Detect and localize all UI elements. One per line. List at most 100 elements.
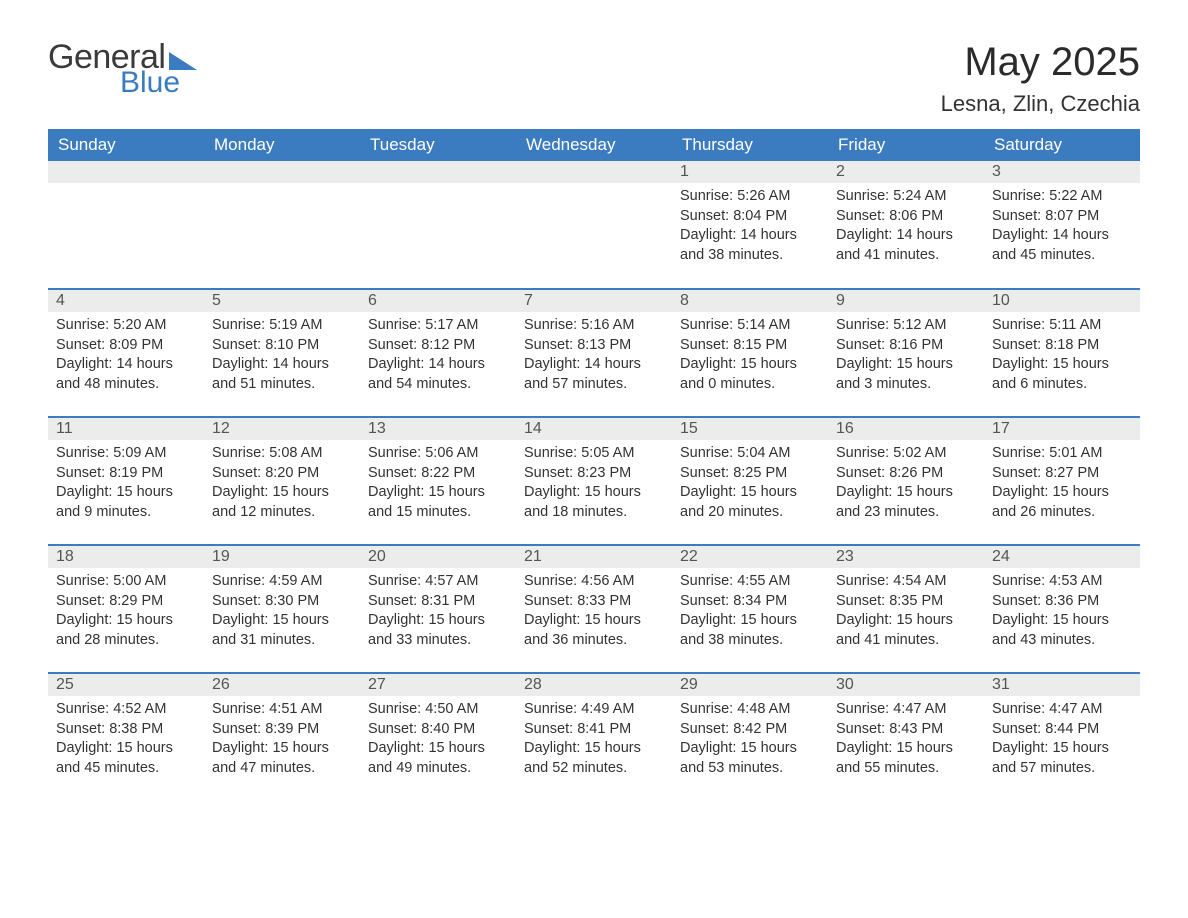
- calendar-cell: 5Sunrise: 5:19 AMSunset: 8:10 PMDaylight…: [204, 289, 360, 417]
- sunset-line: Sunset: 8:41 PM: [524, 720, 664, 740]
- daylight-line: Daylight: 15 hours and 6 minutes.: [992, 355, 1132, 394]
- calendar-cell: 24Sunrise: 4:53 AMSunset: 8:36 PMDayligh…: [984, 545, 1140, 673]
- sunset-line: Sunset: 8:29 PM: [56, 592, 196, 612]
- sunrise-line: Sunrise: 5:22 AM: [992, 187, 1132, 207]
- day-number: 31: [984, 674, 1140, 696]
- daylight-line: Daylight: 15 hours and 41 minutes.: [836, 611, 976, 650]
- sunrise-line: Sunrise: 4:52 AM: [56, 700, 196, 720]
- calendar-cell: 3Sunrise: 5:22 AMSunset: 8:07 PMDaylight…: [984, 161, 1140, 289]
- daylight-line: Daylight: 15 hours and 57 minutes.: [992, 739, 1132, 778]
- calendar-cell: 11Sunrise: 5:09 AMSunset: 8:19 PMDayligh…: [48, 417, 204, 545]
- sunset-line: Sunset: 8:20 PM: [212, 464, 352, 484]
- sunset-line: Sunset: 8:19 PM: [56, 464, 196, 484]
- day-number: 20: [360, 546, 516, 568]
- sunrise-line: Sunrise: 4:55 AM: [680, 572, 820, 592]
- calendar-cell: 15Sunrise: 5:04 AMSunset: 8:25 PMDayligh…: [672, 417, 828, 545]
- calendar-week-row: 18Sunrise: 5:00 AMSunset: 8:29 PMDayligh…: [48, 545, 1140, 673]
- daylight-line: Daylight: 15 hours and 20 minutes.: [680, 483, 820, 522]
- calendar-cell: [48, 161, 204, 289]
- day-number: 16: [828, 418, 984, 440]
- calendar-cell: 21Sunrise: 4:56 AMSunset: 8:33 PMDayligh…: [516, 545, 672, 673]
- calendar-body: 1Sunrise: 5:26 AMSunset: 8:04 PMDaylight…: [48, 161, 1140, 801]
- day-info: Sunrise: 5:06 AMSunset: 8:22 PMDaylight:…: [360, 440, 516, 530]
- sunset-line: Sunset: 8:06 PM: [836, 207, 976, 227]
- sunset-line: Sunset: 8:13 PM: [524, 336, 664, 356]
- weekday-header: Thursday: [672, 129, 828, 161]
- day-info: Sunrise: 4:47 AMSunset: 8:44 PMDaylight:…: [984, 696, 1140, 786]
- calendar-cell: 20Sunrise: 4:57 AMSunset: 8:31 PMDayligh…: [360, 545, 516, 673]
- day-number: 29: [672, 674, 828, 696]
- sunrise-line: Sunrise: 4:54 AM: [836, 572, 976, 592]
- sunset-line: Sunset: 8:04 PM: [680, 207, 820, 227]
- day-number: 3: [984, 161, 1140, 183]
- daylight-line: Daylight: 15 hours and 49 minutes.: [368, 739, 508, 778]
- day-number: 15: [672, 418, 828, 440]
- sunrise-line: Sunrise: 5:12 AM: [836, 316, 976, 336]
- day-number: 19: [204, 546, 360, 568]
- day-info: Sunrise: 4:54 AMSunset: 8:35 PMDaylight:…: [828, 568, 984, 658]
- day-info: Sunrise: 5:05 AMSunset: 8:23 PMDaylight:…: [516, 440, 672, 530]
- sunset-line: Sunset: 8:23 PM: [524, 464, 664, 484]
- daylight-line: Daylight: 15 hours and 33 minutes.: [368, 611, 508, 650]
- sunset-line: Sunset: 8:09 PM: [56, 336, 196, 356]
- sunrise-line: Sunrise: 5:19 AM: [212, 316, 352, 336]
- sunrise-line: Sunrise: 5:11 AM: [992, 316, 1132, 336]
- day-number: 2: [828, 161, 984, 183]
- calendar-cell: 29Sunrise: 4:48 AMSunset: 8:42 PMDayligh…: [672, 673, 828, 801]
- calendar-cell: 9Sunrise: 5:12 AMSunset: 8:16 PMDaylight…: [828, 289, 984, 417]
- daylight-line: Daylight: 14 hours and 51 minutes.: [212, 355, 352, 394]
- sunrise-line: Sunrise: 4:47 AM: [992, 700, 1132, 720]
- day-info: Sunrise: 4:57 AMSunset: 8:31 PMDaylight:…: [360, 568, 516, 658]
- calendar-week-row: 25Sunrise: 4:52 AMSunset: 8:38 PMDayligh…: [48, 673, 1140, 801]
- sunrise-line: Sunrise: 5:26 AM: [680, 187, 820, 207]
- sunset-line: Sunset: 8:16 PM: [836, 336, 976, 356]
- daylight-line: Daylight: 15 hours and 23 minutes.: [836, 483, 976, 522]
- weekday-header: Tuesday: [360, 129, 516, 161]
- day-info: Sunrise: 4:48 AMSunset: 8:42 PMDaylight:…: [672, 696, 828, 786]
- sunrise-line: Sunrise: 5:16 AM: [524, 316, 664, 336]
- calendar-cell: 19Sunrise: 4:59 AMSunset: 8:30 PMDayligh…: [204, 545, 360, 673]
- daylight-line: Daylight: 15 hours and 3 minutes.: [836, 355, 976, 394]
- calendar-cell: 30Sunrise: 4:47 AMSunset: 8:43 PMDayligh…: [828, 673, 984, 801]
- sunrise-line: Sunrise: 4:47 AM: [836, 700, 976, 720]
- sunset-line: Sunset: 8:42 PM: [680, 720, 820, 740]
- sunrise-line: Sunrise: 5:09 AM: [56, 444, 196, 464]
- daylight-line: Daylight: 15 hours and 36 minutes.: [524, 611, 664, 650]
- sunset-line: Sunset: 8:31 PM: [368, 592, 508, 612]
- daylight-line: Daylight: 15 hours and 26 minutes.: [992, 483, 1132, 522]
- sunrise-line: Sunrise: 4:48 AM: [680, 700, 820, 720]
- empty-day-header: [48, 161, 204, 183]
- sunset-line: Sunset: 8:36 PM: [992, 592, 1132, 612]
- daylight-line: Daylight: 15 hours and 43 minutes.: [992, 611, 1132, 650]
- empty-day-header: [360, 161, 516, 183]
- calendar-cell: [360, 161, 516, 289]
- sunrise-line: Sunrise: 5:06 AM: [368, 444, 508, 464]
- day-info: Sunrise: 5:16 AMSunset: 8:13 PMDaylight:…: [516, 312, 672, 402]
- sunset-line: Sunset: 8:15 PM: [680, 336, 820, 356]
- sunrise-line: Sunrise: 4:56 AM: [524, 572, 664, 592]
- day-info: Sunrise: 5:24 AMSunset: 8:06 PMDaylight:…: [828, 183, 984, 273]
- sunrise-line: Sunrise: 4:49 AM: [524, 700, 664, 720]
- day-info: Sunrise: 4:53 AMSunset: 8:36 PMDaylight:…: [984, 568, 1140, 658]
- day-info: Sunrise: 4:55 AMSunset: 8:34 PMDaylight:…: [672, 568, 828, 658]
- day-info: Sunrise: 5:17 AMSunset: 8:12 PMDaylight:…: [360, 312, 516, 402]
- day-number: 22: [672, 546, 828, 568]
- sunset-line: Sunset: 8:33 PM: [524, 592, 664, 612]
- day-info: Sunrise: 4:49 AMSunset: 8:41 PMDaylight:…: [516, 696, 672, 786]
- weekday-header: Monday: [204, 129, 360, 161]
- daylight-line: Daylight: 15 hours and 18 minutes.: [524, 483, 664, 522]
- daylight-line: Daylight: 14 hours and 57 minutes.: [524, 355, 664, 394]
- weekday-header: Saturday: [984, 129, 1140, 161]
- day-number: 28: [516, 674, 672, 696]
- calendar-cell: 31Sunrise: 4:47 AMSunset: 8:44 PMDayligh…: [984, 673, 1140, 801]
- sunrise-line: Sunrise: 5:24 AM: [836, 187, 976, 207]
- daylight-line: Daylight: 15 hours and 52 minutes.: [524, 739, 664, 778]
- sunset-line: Sunset: 8:22 PM: [368, 464, 508, 484]
- sunrise-line: Sunrise: 4:59 AM: [212, 572, 352, 592]
- daylight-line: Daylight: 15 hours and 0 minutes.: [680, 355, 820, 394]
- calendar-cell: 8Sunrise: 5:14 AMSunset: 8:15 PMDaylight…: [672, 289, 828, 417]
- calendar-cell: 27Sunrise: 4:50 AMSunset: 8:40 PMDayligh…: [360, 673, 516, 801]
- day-number: 24: [984, 546, 1140, 568]
- sunrise-line: Sunrise: 4:57 AM: [368, 572, 508, 592]
- day-number: 11: [48, 418, 204, 440]
